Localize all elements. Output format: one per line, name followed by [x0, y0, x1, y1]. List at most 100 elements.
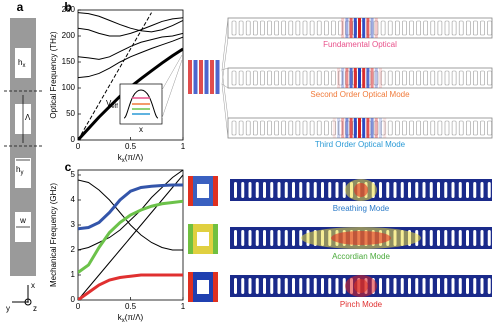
- inset-pointer: [161, 54, 183, 91]
- beam-hole: [267, 120, 272, 136]
- beam-hole: [373, 120, 379, 136]
- beam-hole: [409, 20, 414, 36]
- beam-hole: [253, 20, 258, 36]
- beam-hole: [480, 182, 484, 198]
- beam-hole: [408, 182, 411, 198]
- beam-hole: [444, 20, 450, 36]
- beam-hole: [480, 230, 484, 246]
- beam-hole: [487, 70, 492, 86]
- cell-image-hole: [197, 280, 209, 294]
- beam-hole: [299, 278, 303, 294]
- beam-hole: [402, 70, 407, 86]
- beam-hole: [309, 20, 315, 36]
- field-stripe: [370, 68, 374, 88]
- beam-hole: [473, 278, 477, 294]
- beam-hole: [458, 278, 462, 294]
- field-stripe: [349, 68, 353, 88]
- beam-hole: [379, 278, 382, 294]
- beam-hole: [331, 70, 336, 86]
- beam-hole: [394, 20, 400, 36]
- band-curve: [78, 12, 183, 33]
- beam-hole: [238, 120, 244, 136]
- beam-hole: [473, 70, 478, 86]
- panel-letter: b: [64, 0, 71, 14]
- beam-hole: [316, 20, 322, 36]
- inset-y-label-part: eff: [111, 104, 118, 110]
- lambda-label: Λ: [25, 113, 31, 122]
- field-stripe: [379, 68, 382, 88]
- field-stripe: [349, 18, 353, 38]
- beam-hole: [458, 120, 464, 136]
- y-tick-label: 1: [71, 270, 76, 279]
- beam-hole: [306, 278, 310, 294]
- beam-hole: [263, 230, 266, 246]
- mode-hotspot: [354, 279, 368, 293]
- beam-hole: [386, 278, 390, 294]
- field-stripe: [353, 18, 357, 38]
- beam-hole: [423, 20, 429, 36]
- beam-hole: [302, 70, 308, 86]
- beam-hole: [437, 120, 443, 136]
- field-stripe: [349, 118, 353, 138]
- cell-field-stripe: [188, 60, 192, 94]
- fan-line: [221, 67, 229, 71]
- x-tick-label: 1: [181, 302, 186, 311]
- beam-hole: [241, 230, 245, 246]
- y-axis-label: Mechanical Frequency (GHz): [49, 183, 58, 287]
- field-stripe: [353, 68, 357, 88]
- y-axis-label: Optical Frequency (THz): [49, 31, 58, 118]
- beam-hole: [248, 182, 252, 198]
- beam-hole: [316, 120, 322, 136]
- x-axis-label: kx(π/Λ): [118, 153, 144, 163]
- beam-hole: [387, 20, 393, 36]
- beam-hole: [328, 182, 332, 198]
- beam-hole: [394, 70, 400, 86]
- beam-hole: [234, 278, 237, 294]
- x-tick-label: 0: [76, 302, 81, 311]
- band-curve: [78, 179, 183, 251]
- beam-hole: [437, 70, 443, 86]
- beam-hole: [253, 70, 258, 86]
- cell-image-edge: [188, 176, 193, 206]
- band-curve: [78, 273, 183, 300]
- beam-hole: [248, 278, 252, 294]
- beam-hole: [473, 20, 478, 36]
- y-tick-label: 250: [62, 5, 76, 14]
- beam-hole: [379, 182, 382, 198]
- fan-line: [221, 69, 229, 119]
- cell-field-stripe: [210, 60, 214, 94]
- y-tick-label: 0: [71, 135, 76, 144]
- beam-hole: [402, 20, 407, 36]
- beam-hole: [342, 182, 346, 198]
- beam-hole: [255, 182, 259, 198]
- beam-hole: [241, 278, 245, 294]
- beam-hole: [429, 182, 433, 198]
- field-stripe: [358, 68, 361, 88]
- field-stripe: [362, 118, 366, 138]
- y-tick-label: 3: [71, 220, 76, 229]
- beam-hole: [267, 20, 272, 36]
- field-stripe: [370, 118, 374, 138]
- hy-label: hy: [16, 165, 23, 175]
- beam-hole: [480, 20, 485, 36]
- y-tick-label: 150: [62, 57, 76, 66]
- beam-hole: [416, 120, 421, 136]
- beam-hole: [335, 182, 339, 198]
- w-label: w: [19, 216, 26, 225]
- field-stripe: [337, 118, 340, 138]
- beam-hole: [245, 70, 251, 86]
- band-curve: [78, 174, 183, 300]
- beam-hole: [288, 20, 294, 36]
- field-stripe: [353, 118, 357, 138]
- beam-hole: [458, 230, 462, 246]
- beam-hole: [393, 278, 397, 294]
- beam-hole: [338, 120, 343, 136]
- beam-hole: [465, 70, 471, 86]
- beam-hole: [260, 20, 265, 36]
- mode-label: Breathing Mode: [333, 204, 390, 213]
- beam-hole: [274, 70, 279, 86]
- field-stripe: [358, 18, 361, 38]
- beam-hole: [263, 278, 266, 294]
- band-curve: [78, 183, 183, 231]
- beam-hole: [437, 20, 443, 36]
